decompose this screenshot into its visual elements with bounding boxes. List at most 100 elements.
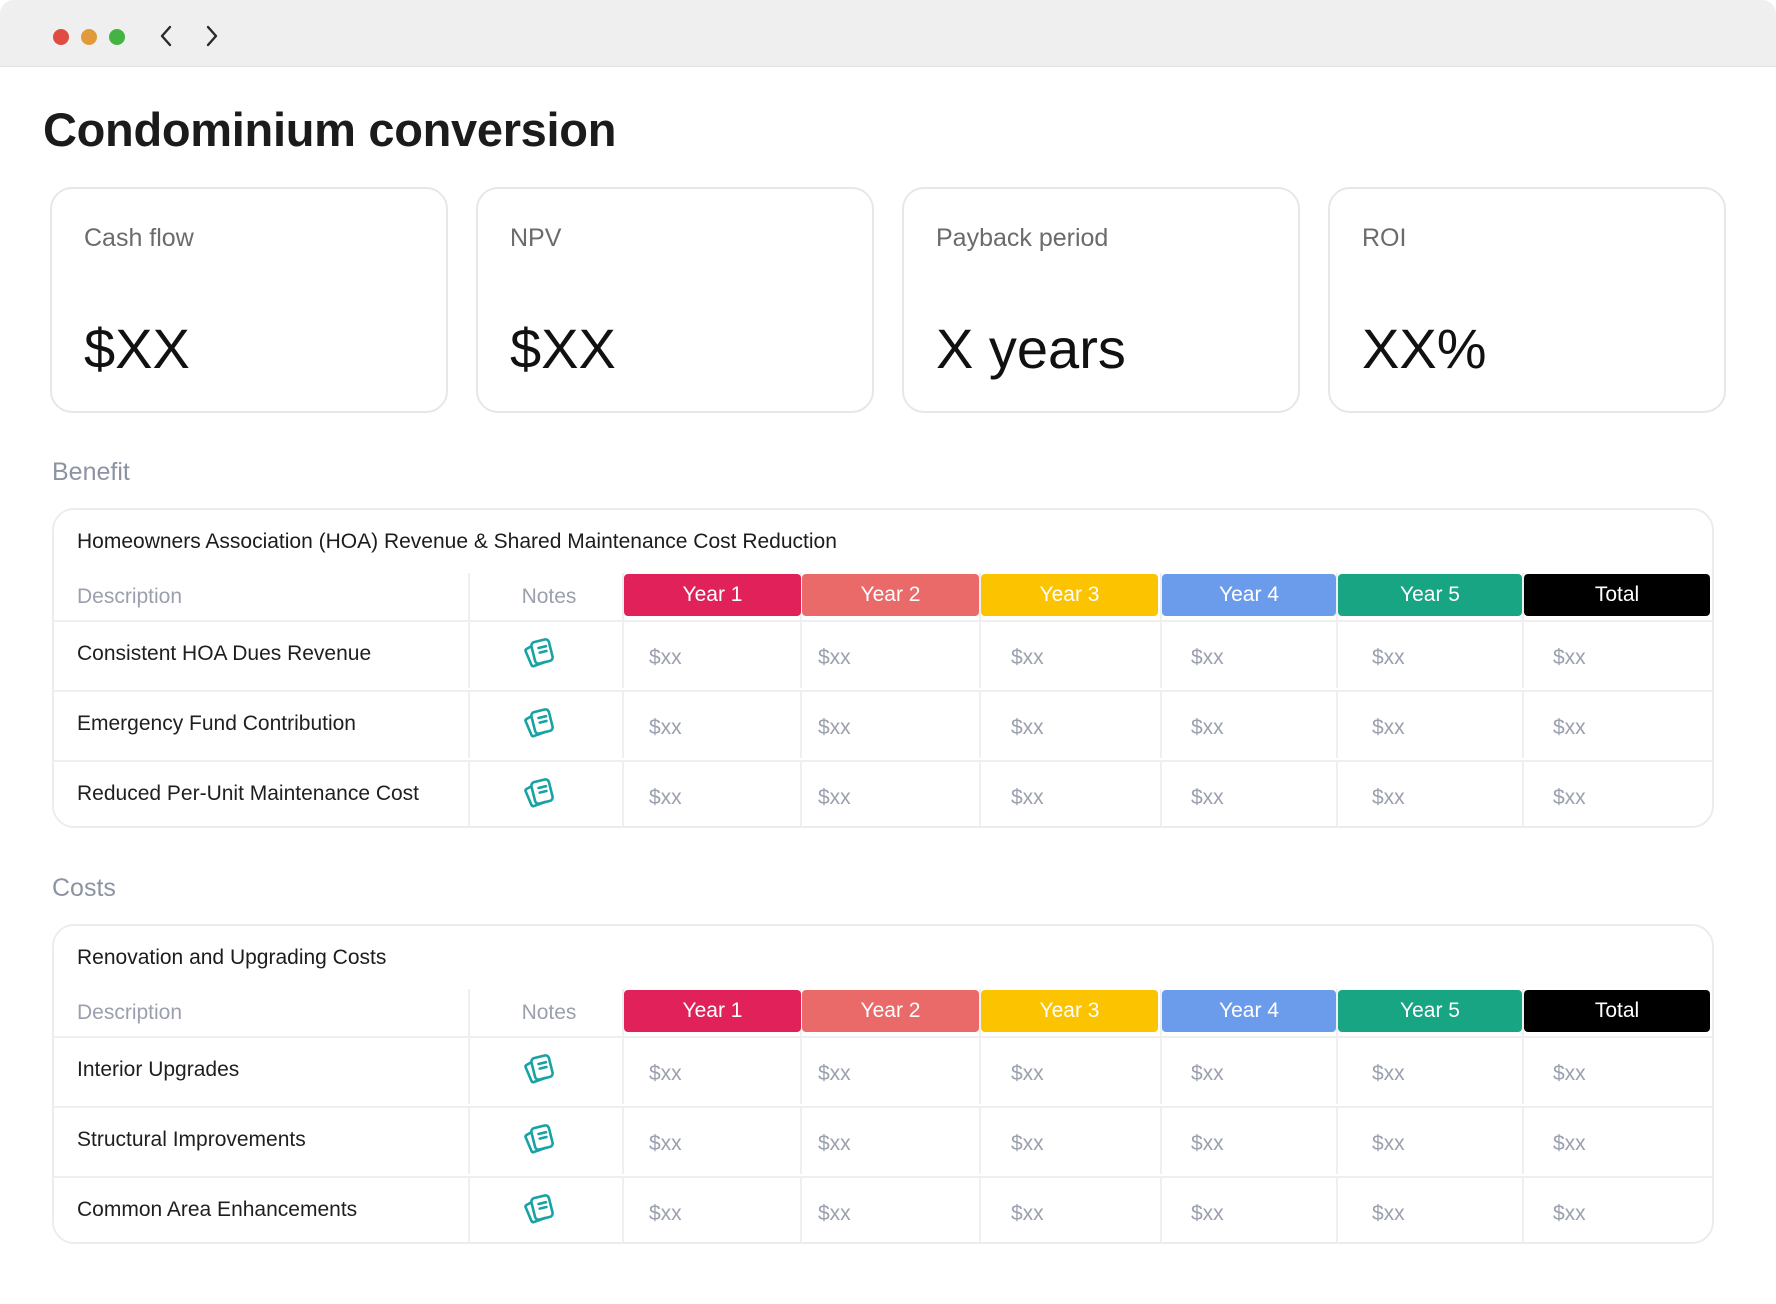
value-cell[interactable]: $xx xyxy=(649,1132,682,1155)
column-divider xyxy=(622,573,624,620)
column-divider xyxy=(1160,1178,1162,1242)
column-divider xyxy=(1336,989,1338,1036)
column-divider xyxy=(1522,573,1524,620)
column-divider xyxy=(1336,1038,1338,1104)
value-cell[interactable]: $xx xyxy=(1372,1132,1405,1155)
value-cell[interactable]: $xx xyxy=(1191,646,1224,669)
column-header-year-5: Year 5 xyxy=(1338,990,1522,1032)
value-cell[interactable]: $xx xyxy=(649,786,682,809)
costs-table: Renovation and Upgrading Costs Descriptio… xyxy=(52,924,1714,1244)
value-cell[interactable]: $xx xyxy=(649,716,682,739)
column-divider xyxy=(800,1038,802,1104)
value-cell[interactable]: $xx xyxy=(818,786,851,809)
value-cell[interactable]: $xx xyxy=(1191,1202,1224,1225)
value-cell[interactable]: $xx xyxy=(1191,716,1224,739)
column-divider xyxy=(468,762,470,826)
table-title: Homeowners Association (HOA) Revenue & S… xyxy=(77,530,837,553)
value-cell[interactable]: $xx xyxy=(818,1202,851,1225)
column-header-total: Total xyxy=(1524,574,1710,616)
value-cell[interactable]: $xx xyxy=(1553,1202,1586,1225)
column-header-year-3: Year 3 xyxy=(981,990,1158,1032)
value-cell[interactable]: $xx xyxy=(1372,646,1405,669)
kpi-label: ROI xyxy=(1362,224,1407,252)
row-description: Reduced Per-Unit Maintenance Cost xyxy=(77,782,420,805)
column-divider xyxy=(1160,573,1162,620)
column-divider xyxy=(1522,1038,1524,1104)
value-cell[interactable]: $xx xyxy=(1553,786,1586,809)
column-header-description: Description xyxy=(77,585,183,608)
column-divider xyxy=(468,1108,470,1174)
value-cell[interactable]: $xx xyxy=(649,1202,682,1225)
chevron-left-icon[interactable] xyxy=(152,21,180,51)
value-cell[interactable]: $xx xyxy=(1553,646,1586,669)
value-cell[interactable]: $xx xyxy=(1191,1062,1224,1085)
value-cell[interactable]: $xx xyxy=(818,716,851,739)
column-divider xyxy=(1522,622,1524,688)
column-divider xyxy=(468,989,470,1036)
column-divider xyxy=(979,1108,981,1174)
column-divider xyxy=(800,1178,802,1242)
table-row: Consistent HOA Dues Revenue $xx $xx $xx $xx $… xyxy=(54,620,1712,688)
maximize-window-button[interactable] xyxy=(109,29,125,45)
notes-icon[interactable] xyxy=(521,776,557,812)
value-cell[interactable]: $xx xyxy=(1011,716,1044,739)
value-cell[interactable]: $xx xyxy=(1372,716,1405,739)
column-divider xyxy=(468,1178,470,1242)
minimize-window-button[interactable] xyxy=(81,29,97,45)
column-header-year-4: Year 4 xyxy=(1162,574,1336,616)
column-divider xyxy=(1160,989,1162,1036)
notes-icon[interactable] xyxy=(521,1052,557,1088)
column-divider xyxy=(979,1178,981,1242)
notes-icon[interactable] xyxy=(521,1122,557,1158)
value-cell[interactable]: $xx xyxy=(1011,1062,1044,1085)
value-cell[interactable]: $xx xyxy=(1553,716,1586,739)
column-divider xyxy=(979,762,981,826)
column-divider xyxy=(1336,692,1338,758)
column-divider xyxy=(1522,989,1524,1036)
notes-icon[interactable] xyxy=(521,1192,557,1228)
column-header-year-2: Year 2 xyxy=(802,990,979,1032)
value-cell[interactable]: $xx xyxy=(1011,786,1044,809)
value-cell[interactable]: $xx xyxy=(1553,1062,1586,1085)
value-cell[interactable]: $xx xyxy=(1011,1132,1044,1155)
column-divider xyxy=(800,1108,802,1174)
value-cell[interactable]: $xx xyxy=(818,1062,851,1085)
column-header-year-1: Year 1 xyxy=(624,990,801,1032)
value-cell[interactable]: $xx xyxy=(1372,1062,1405,1085)
column-divider xyxy=(1336,1108,1338,1174)
kpi-value: $XX xyxy=(510,317,616,380)
value-cell[interactable]: $xx xyxy=(818,1132,851,1155)
value-cell[interactable]: $xx xyxy=(649,646,682,669)
kpi-label: NPV xyxy=(510,224,562,252)
value-cell[interactable]: $xx xyxy=(1011,646,1044,669)
value-cell[interactable]: $xx xyxy=(1372,786,1405,809)
column-divider xyxy=(468,622,470,688)
kpi-card-cash-flow: Cash flow $XX xyxy=(50,187,448,413)
column-divider xyxy=(1522,692,1524,758)
kpi-label: Cash flow xyxy=(84,224,194,252)
row-description: Consistent HOA Dues Revenue xyxy=(77,642,372,665)
column-divider xyxy=(622,762,624,826)
column-divider xyxy=(622,1108,624,1174)
value-cell[interactable]: $xx xyxy=(1011,1202,1044,1225)
column-divider xyxy=(1336,1178,1338,1242)
column-divider xyxy=(1522,762,1524,826)
table-header-row: Description Notes Year 1 Year 2 Year 3 Year 4… xyxy=(54,989,1712,1036)
value-cell[interactable]: $xx xyxy=(1372,1202,1405,1225)
value-cell[interactable]: $xx xyxy=(1191,786,1224,809)
value-cell[interactable]: $xx xyxy=(1191,1132,1224,1155)
row-description: Structural Improvements xyxy=(77,1128,306,1151)
chevron-right-icon[interactable] xyxy=(198,21,226,51)
value-cell[interactable]: $xx xyxy=(1553,1132,1586,1155)
column-header-description: Description xyxy=(77,1001,183,1024)
column-header-total: Total xyxy=(1524,990,1710,1032)
column-header-notes: Notes xyxy=(521,1001,577,1024)
value-cell[interactable]: $xx xyxy=(818,646,851,669)
close-window-button[interactable] xyxy=(53,29,69,45)
table-header-row: Description Notes Year 1 Year 2 Year 3 Year 4… xyxy=(54,573,1712,620)
value-cell[interactable]: $xx xyxy=(649,1062,682,1085)
column-divider xyxy=(1160,1108,1162,1174)
notes-icon[interactable] xyxy=(521,636,557,672)
notes-icon[interactable] xyxy=(521,706,557,742)
